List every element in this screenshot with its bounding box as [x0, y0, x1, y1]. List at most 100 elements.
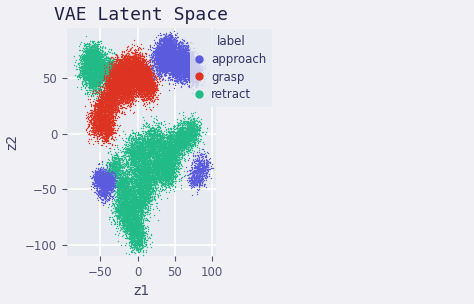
Point [141, 229, 148, 234]
Point [172, 67, 180, 72]
Point [202, 160, 210, 165]
Point [98, 186, 105, 191]
Point [193, 75, 201, 80]
Point [91, 48, 99, 53]
Point [135, 249, 142, 254]
Point [131, 243, 139, 248]
Point [172, 74, 179, 78]
Point [175, 69, 182, 74]
Point [167, 44, 175, 49]
Point [104, 76, 112, 81]
Point [116, 187, 124, 192]
Point [119, 78, 127, 83]
Point [120, 80, 128, 85]
Point [173, 76, 180, 81]
Point [103, 124, 111, 129]
Point [166, 164, 174, 169]
Point [130, 190, 138, 195]
Point [157, 49, 164, 54]
Point [145, 154, 153, 159]
Point [128, 168, 136, 173]
Point [127, 223, 135, 227]
Point [176, 58, 184, 63]
Point [172, 38, 180, 43]
Point [127, 78, 135, 83]
Point [134, 80, 141, 85]
Point [96, 76, 103, 81]
Point [111, 70, 119, 74]
Point [187, 65, 195, 70]
Point [185, 123, 192, 128]
Point [141, 132, 149, 136]
Point [164, 45, 171, 50]
Point [118, 85, 126, 89]
Point [160, 156, 168, 161]
Point [161, 46, 168, 51]
Point [99, 138, 107, 143]
Point [131, 185, 138, 190]
Point [110, 70, 118, 75]
Point [112, 168, 120, 173]
Point [191, 133, 199, 138]
Point [182, 47, 190, 52]
Point [90, 54, 97, 58]
Point [111, 72, 118, 77]
Point [139, 87, 146, 92]
Point [162, 44, 170, 49]
Point [145, 140, 153, 145]
Point [136, 231, 143, 236]
Point [136, 72, 144, 77]
Point [180, 138, 187, 143]
Point [134, 71, 142, 76]
Point [191, 178, 199, 183]
Point [132, 63, 139, 68]
Point [132, 91, 140, 96]
Point [143, 151, 150, 156]
Point [141, 81, 149, 85]
Point [96, 52, 103, 57]
Point [165, 70, 173, 75]
Point [158, 56, 166, 60]
Point [192, 182, 200, 187]
Point [188, 69, 196, 74]
Point [112, 72, 120, 77]
Point [99, 53, 106, 57]
Point [98, 104, 106, 109]
Point [162, 169, 170, 174]
Point [169, 63, 177, 68]
Point [89, 110, 97, 115]
Point [185, 128, 193, 133]
Point [170, 44, 177, 49]
Point [123, 202, 130, 207]
Point [134, 71, 141, 76]
Point [121, 187, 128, 192]
Point [175, 147, 182, 152]
Point [102, 123, 109, 128]
Point [113, 199, 120, 203]
Point [160, 149, 168, 154]
Point [123, 65, 130, 70]
Point [144, 86, 152, 91]
Point [92, 77, 100, 82]
Point [91, 114, 98, 119]
Point [104, 114, 112, 119]
Point [139, 67, 147, 72]
Point [96, 108, 103, 113]
Point [127, 205, 134, 210]
Point [145, 82, 153, 87]
Point [132, 57, 139, 62]
Point [115, 171, 122, 175]
Point [113, 80, 121, 85]
Point [170, 62, 177, 67]
Point [153, 48, 160, 53]
Point [118, 207, 125, 212]
Point [114, 82, 121, 87]
Point [132, 211, 139, 216]
Point [105, 66, 112, 71]
Point [138, 158, 146, 163]
Point [122, 210, 130, 215]
Point [139, 218, 146, 223]
Point [172, 43, 179, 47]
Point [171, 164, 178, 168]
Point [135, 152, 142, 157]
